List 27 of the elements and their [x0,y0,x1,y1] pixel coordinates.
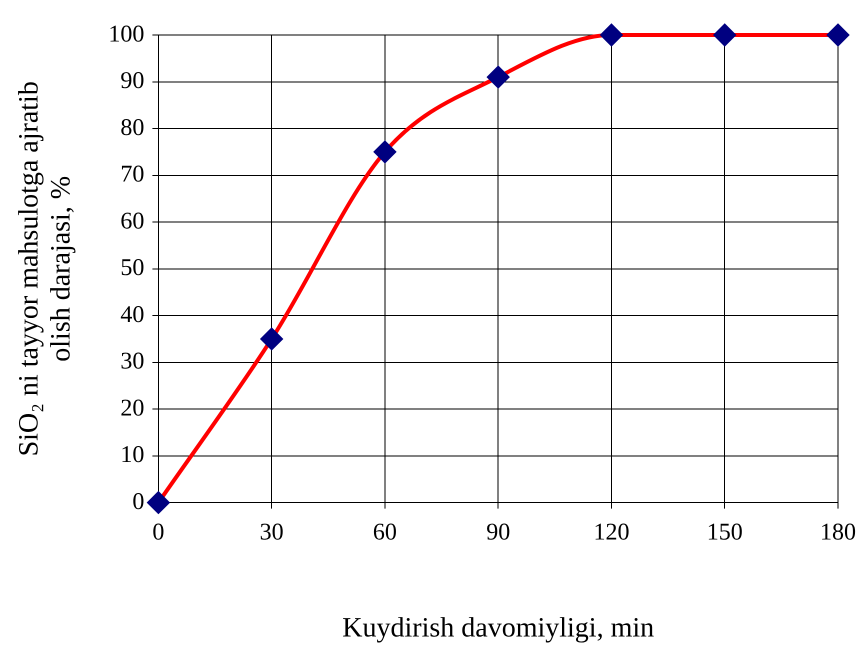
y-tick-label: 90 [120,68,144,94]
point [146,491,170,514]
point [600,24,623,46]
y-tick-label: 0 [132,488,144,515]
point [713,24,736,46]
y-tick-label: 50 [120,255,144,282]
x-tick-label: 180 [820,519,856,546]
x-axis-title: Kuydirish davomiyligi, min [342,612,654,644]
y-tick-label: 30 [120,348,144,375]
point [260,327,284,350]
y-tick-label: 20 [120,395,144,422]
y-tick-label: 70 [120,162,144,188]
y-tick-label: 80 [120,114,144,141]
point [373,140,396,164]
point [486,66,510,89]
x-tick-label: 120 [593,519,630,546]
x-tick-label: 0 [152,519,164,546]
y-tick-label: 100 [108,21,144,48]
point [826,24,850,46]
x-tick-label: 60 [372,519,397,546]
x-tick-label: 30 [260,519,284,546]
y-axis-title: SiO₂ ni tayyor mahsulotga ajratib olish darajasi, % [13,81,77,456]
y-tick-label: 40 [120,302,144,328]
y-tick-label: 10 [120,442,144,468]
y-tick-label: 60 [120,208,144,234]
x-tick-label: 150 [706,519,743,546]
x-tick-label: 90 [486,519,510,546]
